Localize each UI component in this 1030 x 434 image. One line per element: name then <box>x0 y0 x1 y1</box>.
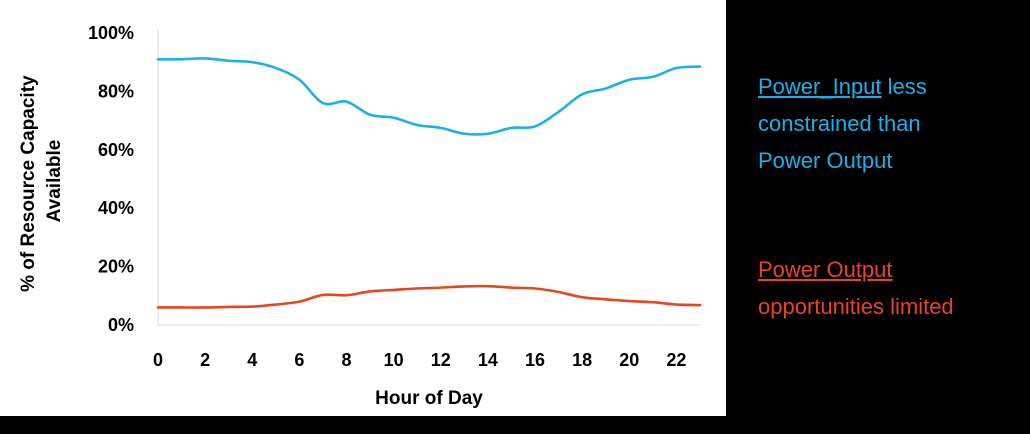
x-axis-title: Hour of Day <box>375 388 483 409</box>
input-note-line-2: constrained than <box>758 111 921 136</box>
input-note-line-3: Power Output <box>758 148 893 173</box>
x-tick-label: 0 <box>153 350 163 370</box>
y-tick-label: 20% <box>98 257 134 277</box>
x-tick-label: 6 <box>294 350 304 370</box>
line-chart: 0% 20% 40% 60% 80% 100% 0 2 4 6 8 10 12 14 16 18 20 22 Ho… <box>18 23 702 409</box>
x-tick-label: 14 <box>478 350 498 370</box>
y-tick-label: 60% <box>98 140 134 160</box>
input-note-line-1-keyword: Power_Input <box>758 74 882 99</box>
power-output-line <box>156 284 702 309</box>
x-tick-label: 22 <box>666 350 686 370</box>
y-tick-label: 40% <box>98 198 134 218</box>
tick-layer: 0% 20% 40% 60% 80% 100% 0 2 4 6 8 10 12 14 16 18 20 22 <box>88 23 686 370</box>
x-tick-label: 8 <box>342 350 352 370</box>
chart-axes <box>157 29 700 326</box>
y-axis-title-line-1: % of Resource Capacity <box>18 75 39 292</box>
y-tick-label: 100% <box>88 23 134 43</box>
series-layer <box>156 57 702 309</box>
y-tick-label: 80% <box>98 81 134 101</box>
output-note-line-1: Power Output <box>758 257 893 282</box>
x-tick-label: 16 <box>525 350 545 370</box>
y-axis-title: % of Resource Capacity Available <box>18 70 65 292</box>
power-output-annotation: Power Output opportunities limited <box>758 251 954 325</box>
y-axis-title-line-2: Available <box>44 140 65 223</box>
x-tick-label: 12 <box>431 350 451 370</box>
y-tick-label: 0% <box>108 315 134 335</box>
x-tick-label: 20 <box>619 350 639 370</box>
power-input-annotation: Power_Input less constrained than Power … <box>758 68 927 179</box>
x-tick-label: 2 <box>200 350 210 370</box>
x-tick-label: 18 <box>572 350 592 370</box>
chart-panel: 0% 20% 40% 60% 80% 100% 0 2 4 6 8 10 12 14 16 18 20 22 Ho… <box>0 0 726 416</box>
power-input-line <box>156 57 702 136</box>
output-note-line-2: opportunities limited <box>758 294 954 319</box>
input-note-line-1: Power_Input less <box>758 68 927 105</box>
x-tick-label: 4 <box>247 350 257 370</box>
x-tick-label: 10 <box>384 350 404 370</box>
input-note-line-1-rest: less <box>881 74 927 99</box>
